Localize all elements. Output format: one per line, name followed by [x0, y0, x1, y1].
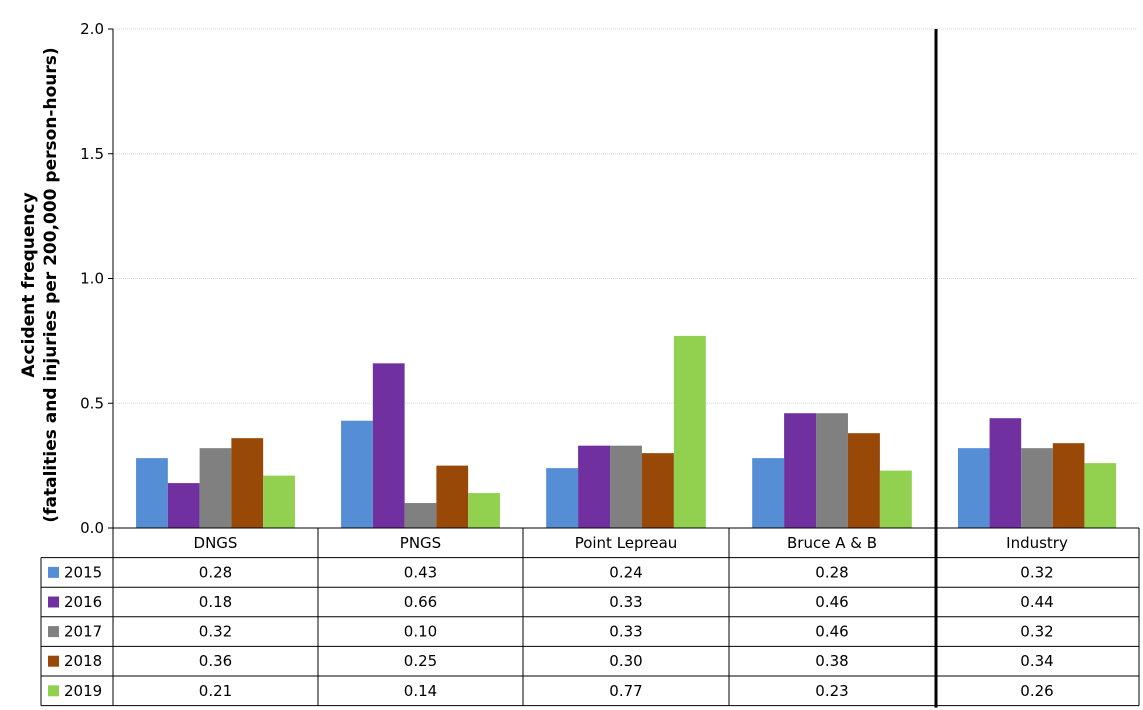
bar-2016-1	[372, 363, 405, 528]
data-label: 0.32	[1020, 623, 1053, 641]
data-label: 0.44	[1020, 593, 1053, 611]
category-label: Industry	[1006, 534, 1068, 552]
bar-2018-0	[231, 438, 264, 528]
data-label: 0.43	[404, 563, 437, 581]
category-label: Bruce A & B	[787, 534, 877, 552]
bar-2018-1	[436, 465, 469, 528]
y-axis-ticks: 0.0 0.5 1.0 1.5 2.0	[80, 20, 114, 537]
y-tick-label: 1.5	[80, 145, 104, 163]
bar-2015-1	[341, 420, 373, 528]
bar-2017-1	[404, 503, 437, 528]
data-label: 0.34	[1020, 652, 1053, 670]
bar-2018-4	[1052, 443, 1085, 528]
bar-2016-3	[784, 413, 817, 528]
y-axis-title-line2: (fatalities and injuries per 200,000 per…	[41, 47, 61, 522]
category-label: PNGS	[400, 534, 441, 552]
y-tick-label: 0.5	[80, 394, 104, 412]
bar-2017-3	[816, 413, 848, 528]
data-label: 0.26	[1020, 682, 1053, 700]
bar-2015-4	[957, 448, 990, 528]
data-label: 0.32	[1020, 563, 1053, 581]
bar-2019-3	[879, 470, 912, 528]
data-table: DNGS PNGS Point Lepreau Bruce A & B Industry…	[40, 527, 1140, 707]
data-label: 0.25	[404, 652, 437, 670]
bar-2019-0	[263, 475, 295, 528]
y-tick-label: 2.0	[80, 20, 104, 38]
data-label: 0.21	[199, 682, 232, 700]
bar-2017-0	[199, 448, 232, 528]
data-label: 0.33	[609, 623, 642, 641]
y-tick-label: 0.0	[80, 519, 104, 537]
bar-2017-2	[610, 445, 642, 528]
bar-2019-1	[468, 493, 500, 528]
legend-key-2016	[48, 596, 59, 608]
legend-label: 2018	[64, 652, 102, 670]
data-label: 0.14	[404, 682, 437, 700]
data-label: 0.66	[404, 593, 437, 611]
legend-label: 2016	[64, 593, 102, 611]
bar-2019-2	[673, 335, 706, 528]
y-tick-label: 1.0	[80, 270, 104, 288]
legend-key-2018	[48, 655, 59, 667]
data-label: 0.28	[199, 563, 232, 581]
data-label: 0.10	[404, 623, 437, 641]
legend-label: 2017	[64, 623, 102, 641]
bar-2019-4	[1084, 463, 1117, 528]
legend-label: 2019	[64, 682, 102, 700]
bar-2015-2	[546, 468, 579, 528]
data-label: 0.24	[609, 563, 642, 581]
bar-2016-0	[167, 483, 200, 528]
data-label: 0.23	[815, 682, 848, 700]
data-label: 0.77	[609, 682, 642, 700]
bar-2016-4	[989, 418, 1022, 528]
data-label: 0.36	[199, 652, 232, 670]
data-label: 0.46	[815, 593, 848, 611]
data-label: 0.18	[199, 593, 232, 611]
bars	[136, 335, 1117, 528]
bar-2015-3	[752, 458, 785, 528]
data-label: 0.33	[609, 593, 642, 611]
data-label: 0.28	[815, 563, 848, 581]
category-label: Point Lepreau	[575, 534, 678, 552]
legend-key-2017	[48, 626, 59, 638]
bar-2015-0	[136, 458, 168, 528]
bar-2017-4	[1021, 448, 1053, 528]
bar-2018-3	[847, 433, 880, 528]
data-label: 0.32	[199, 623, 232, 641]
y-axis-title-line1: Accident frequency	[19, 192, 39, 377]
legend-label: 2015	[64, 563, 102, 581]
data-label: 0.30	[609, 652, 642, 670]
data-label: 0.46	[815, 623, 848, 641]
legend-key-2015	[48, 566, 59, 578]
legend-key-2019	[48, 685, 59, 697]
category-label: DNGS	[194, 534, 238, 552]
gridlines	[113, 28, 1139, 404]
bar-2018-2	[641, 453, 674, 528]
bar-2016-2	[578, 445, 611, 528]
data-label: 0.38	[815, 652, 848, 670]
